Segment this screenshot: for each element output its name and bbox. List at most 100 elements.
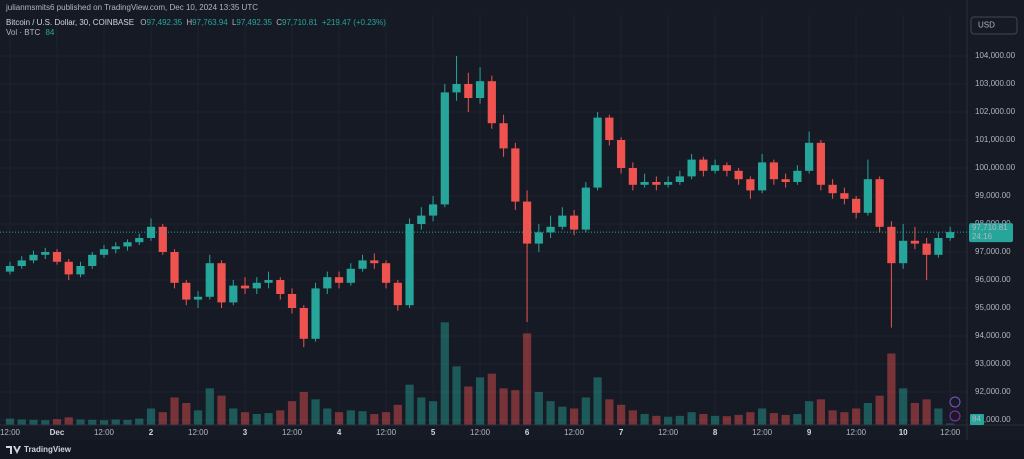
volume-bar	[29, 419, 38, 425]
icon[interactable]	[949, 396, 961, 408]
candle-body	[252, 282, 261, 289]
x-tick-label: 3	[243, 428, 248, 437]
candle-body	[522, 201, 532, 244]
candle-body	[182, 282, 191, 300]
x-tick-label: 12:00	[658, 428, 679, 437]
y-tick-label: 95,000.00	[975, 303, 1011, 312]
x-tick-label: 7	[619, 428, 624, 437]
x-tick-label: 10	[899, 428, 908, 437]
volume-bar	[264, 413, 273, 425]
y-tick-label: 102,000.00	[975, 107, 1016, 116]
volume-bar	[711, 415, 720, 425]
candle-body	[769, 162, 778, 180]
candle-body	[440, 92, 449, 205]
candle-body	[616, 140, 626, 168]
volume-bar	[687, 412, 696, 425]
volume-bar	[781, 414, 790, 425]
volume-bar	[640, 414, 649, 425]
symbol: Bitcoin / U.S. Dollar, 30, COINBASE	[6, 18, 134, 27]
candle-body	[852, 198, 861, 213]
candle-body	[287, 293, 297, 308]
candle-body	[452, 84, 461, 93]
candle-body	[816, 142, 825, 185]
volume-bar	[746, 412, 755, 425]
volume-bar	[440, 322, 449, 425]
logo	[6, 446, 21, 454]
volume-bar	[546, 401, 555, 425]
candle-body	[475, 81, 485, 99]
candle-body	[17, 260, 26, 266]
legend-value: 97,763.94	[192, 18, 228, 27]
x-tick-label: 12:00	[282, 428, 303, 437]
volume-bar	[52, 419, 62, 425]
currency[interactable]: USD	[978, 21, 995, 30]
volume-bar	[769, 413, 778, 425]
x-tick-label: 6	[525, 428, 530, 437]
volume-bar	[675, 415, 684, 425]
volume-bar	[699, 414, 708, 425]
x-tick-label: 12:00	[376, 428, 397, 437]
volume-bar	[475, 377, 485, 425]
candle-body	[334, 277, 344, 283]
volume-bar	[875, 395, 884, 425]
volume-bar	[123, 419, 132, 425]
volume-bar	[393, 404, 402, 425]
x-tick-label: 12:00	[470, 428, 491, 437]
volume-bar	[334, 412, 344, 425]
candle-body	[123, 242, 132, 247]
volume-tag-label: 84	[972, 415, 981, 424]
legend-value: 97,710.81	[282, 18, 318, 27]
candle-body	[722, 165, 731, 171]
candle-body	[652, 181, 661, 185]
candle-body	[663, 181, 673, 185]
candle-body	[605, 117, 614, 140]
grid	[0, 15, 967, 425]
candle-body	[417, 215, 426, 224]
candle-body	[569, 215, 579, 230]
y-tick-label: 103,000.00	[975, 79, 1016, 88]
volume-bar	[170, 397, 179, 425]
candle-body	[299, 307, 308, 339]
candle-body	[863, 179, 873, 213]
volume-bar	[734, 414, 743, 425]
candle-body	[875, 179, 884, 227]
volume-bar	[616, 404, 626, 425]
candle-body	[346, 268, 355, 283]
legend-value: 97,492.35	[147, 18, 183, 27]
candle-body	[311, 288, 320, 339]
candle-body	[370, 260, 379, 264]
volume-bar	[76, 419, 85, 425]
volume-bar	[910, 403, 920, 425]
candle-body	[41, 251, 50, 255]
candle-body	[934, 237, 943, 255]
x-tick-label: 12:00	[0, 428, 21, 437]
y-tick-label: 94,000.00	[975, 331, 1011, 340]
volume-bar	[346, 410, 355, 425]
volume-bar	[511, 390, 520, 425]
volume-bar	[899, 388, 908, 425]
volume-bar	[41, 420, 50, 425]
legend-label: H	[186, 18, 192, 27]
candle-body	[558, 215, 567, 227]
volume-bar	[299, 392, 308, 425]
candle-body	[64, 261, 73, 275]
candle-body	[381, 263, 391, 283]
volume-bar	[722, 416, 731, 425]
volume-bar	[628, 410, 637, 425]
icon[interactable]	[949, 410, 961, 422]
candle-body	[781, 179, 790, 182]
candle-body	[393, 282, 402, 306]
volume-bar	[558, 406, 567, 425]
candle-body	[687, 159, 696, 177]
legend-value: 97,492.35	[236, 18, 272, 27]
candle-body	[593, 117, 602, 188]
volume-bar	[323, 408, 332, 425]
x-tick-label: 12:00	[564, 428, 585, 437]
volume-bar	[417, 397, 426, 425]
currency-button[interactable]	[970, 16, 1018, 35]
candle-body	[264, 279, 273, 283]
candle-body	[135, 237, 144, 243]
candle-body	[734, 170, 743, 180]
candle-body	[640, 181, 649, 185]
